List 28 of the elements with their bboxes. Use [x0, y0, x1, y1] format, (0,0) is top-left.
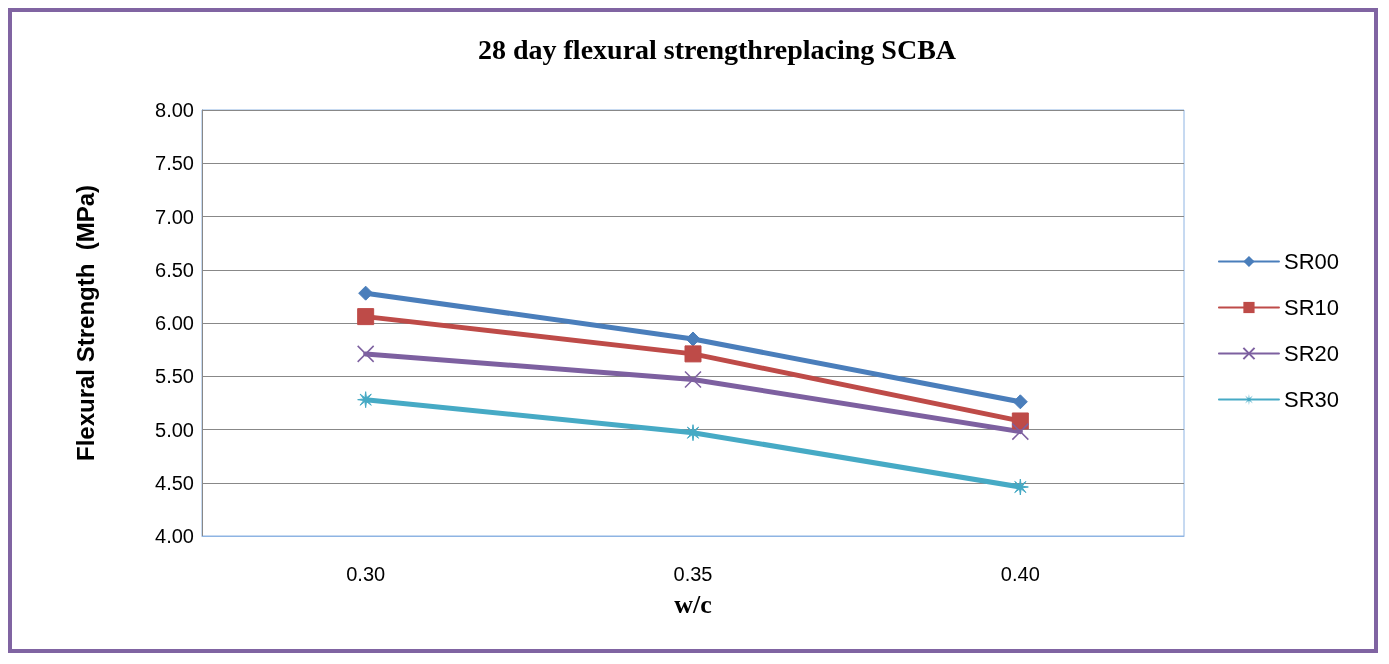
y-axis-title: Flexural Strength (MPa) [71, 184, 99, 462]
y-tick-label: 5.00 [155, 418, 194, 441]
y-tick-label: 4.00 [155, 525, 194, 547]
point [356, 345, 375, 363]
point [684, 424, 702, 442]
y-tick-label: 4.50 [155, 471, 194, 494]
point [684, 345, 702, 363]
y-tick-label: 7.50 [155, 152, 194, 175]
y-tick-label: 8.00 [155, 99, 194, 121]
point [685, 331, 701, 347]
x-tick-label: 0.35 [673, 563, 713, 585]
y-tick-label: 6.50 [155, 258, 194, 281]
point [357, 308, 375, 326]
point [1011, 422, 1030, 441]
point [1012, 394, 1028, 410]
y-tick-label: 6.00 [155, 312, 194, 334]
y-tick-label: 7.00 [155, 205, 194, 228]
point [358, 285, 374, 301]
legend-label: SR10 [1283, 295, 1340, 320]
legend-label: SR20 [1283, 341, 1340, 366]
x-tick-label: 0.30 [346, 563, 386, 585]
point [684, 370, 702, 389]
x-tick-label: 0.40 [1000, 563, 1040, 585]
legend-label: SR00 [1283, 249, 1340, 274]
x-axis-title: w/c [674, 589, 712, 619]
y-tick-label: 5.50 [155, 365, 194, 388]
chart-title: 28 day flexural strengthreplacing SCBA [477, 33, 957, 65]
legend-label: SR30 [1283, 387, 1340, 412]
